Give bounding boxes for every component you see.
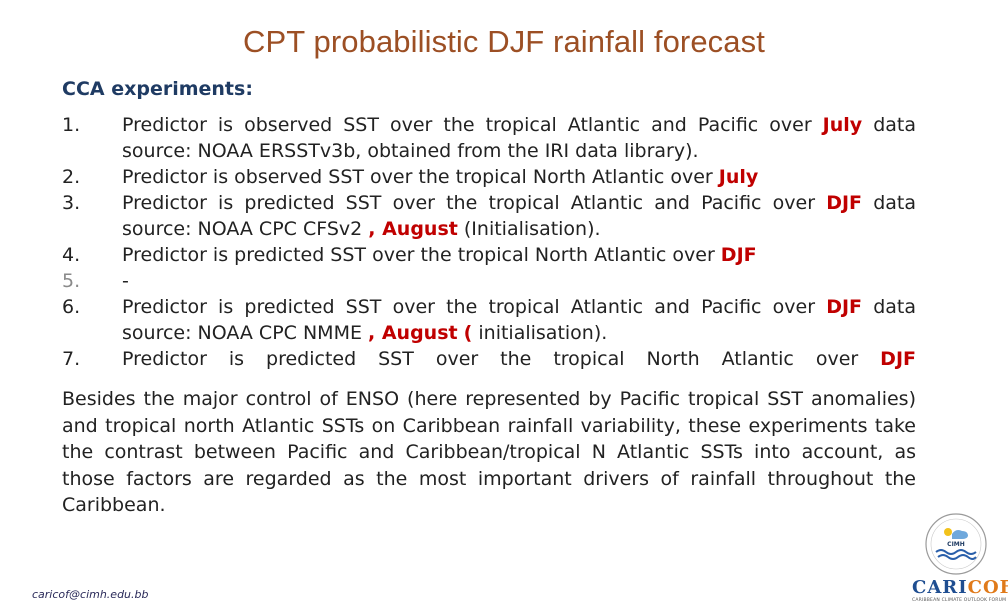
item-text: Predictor is observed SST over the tropi… (122, 114, 916, 136)
contact-email[interactable]: caricof@cimh.edu.bb (32, 588, 149, 601)
brand-tagline: CARIBBEAN CLIMATE OUTLOOK FORUM (912, 598, 1007, 603)
item-text: Predictor is predicted SST over the trop… (122, 192, 916, 214)
list-item: 6. Predictor is predicted SST over the t… (62, 294, 916, 320)
cimh-seal-icon: CIMH (925, 513, 987, 575)
item-text: - (122, 270, 129, 292)
item-number: 7. (62, 348, 81, 370)
section-heading: CCA experiments: (62, 78, 253, 100)
item-text: Predictor is predicted SST over the trop… (122, 348, 916, 370)
highlight-month: , August (368, 322, 458, 344)
cimh-logo: CIMH (924, 512, 988, 576)
item-number: 2. (62, 166, 81, 188)
brand-wordmark: CARICOF (912, 577, 1008, 598)
item-number: 6. (62, 296, 81, 318)
list-item: source: NOAA CPC CFSv2 , August (Initial… (62, 216, 916, 242)
item-text: Predictor is predicted SST over the trop… (122, 244, 757, 266)
list-item: 2. Predictor is observed SST over the tr… (62, 164, 916, 190)
item-text: Predictor is observed SST over the tropi… (122, 166, 759, 188)
list-item: 5. - (62, 268, 916, 294)
item-text: source: NOAA CPC NMME , August ( initial… (122, 322, 608, 344)
item-number: 5. (62, 270, 81, 292)
list-item: source: NOAA CPC NMME , August ( initial… (62, 320, 916, 346)
item-number (62, 216, 122, 242)
list-item: 3. Predictor is predicted SST over the t… (62, 190, 916, 216)
badge-label: CIMH (947, 541, 965, 548)
list-item: 7. Predictor is predicted SST over the t… (62, 346, 916, 372)
item-number: 1. (62, 114, 81, 136)
list-item: 4. Predictor is predicted SST over the t… (62, 242, 916, 268)
item-text: source: NOAA ERSSTv3b, obtained from the… (122, 140, 699, 162)
caricof-logo: CARICOF CARIBBEAN CLIMATE OUTLOOK FORUM (912, 577, 1008, 604)
item-number: 3. (62, 192, 81, 214)
highlight-season: DJF (826, 296, 863, 318)
highlight-season: DJF (880, 348, 916, 370)
item-number (62, 138, 122, 164)
highlight-month: July (718, 166, 759, 188)
body-paragraph: Besides the major control of ENSO (here … (62, 388, 916, 516)
slide-title: CPT probabilistic DJF rainfall forecast (243, 24, 765, 59)
item-number: 4. (62, 244, 81, 266)
highlight-season: DJF (826, 192, 863, 214)
highlight-season: DJF (720, 244, 757, 266)
list-item: source: NOAA ERSSTv3b, obtained from the… (62, 138, 916, 164)
highlight-month: , August (368, 218, 458, 240)
item-text: source: NOAA CPC CFSv2 , August (Initial… (122, 218, 601, 240)
highlight-month: July (822, 114, 863, 136)
list-item: 1. Predictor is observed SST over the tr… (62, 112, 916, 138)
item-text: Predictor is predicted SST over the trop… (122, 296, 916, 318)
experiment-list: 1. Predictor is observed SST over the tr… (62, 112, 916, 372)
item-number (62, 320, 122, 346)
